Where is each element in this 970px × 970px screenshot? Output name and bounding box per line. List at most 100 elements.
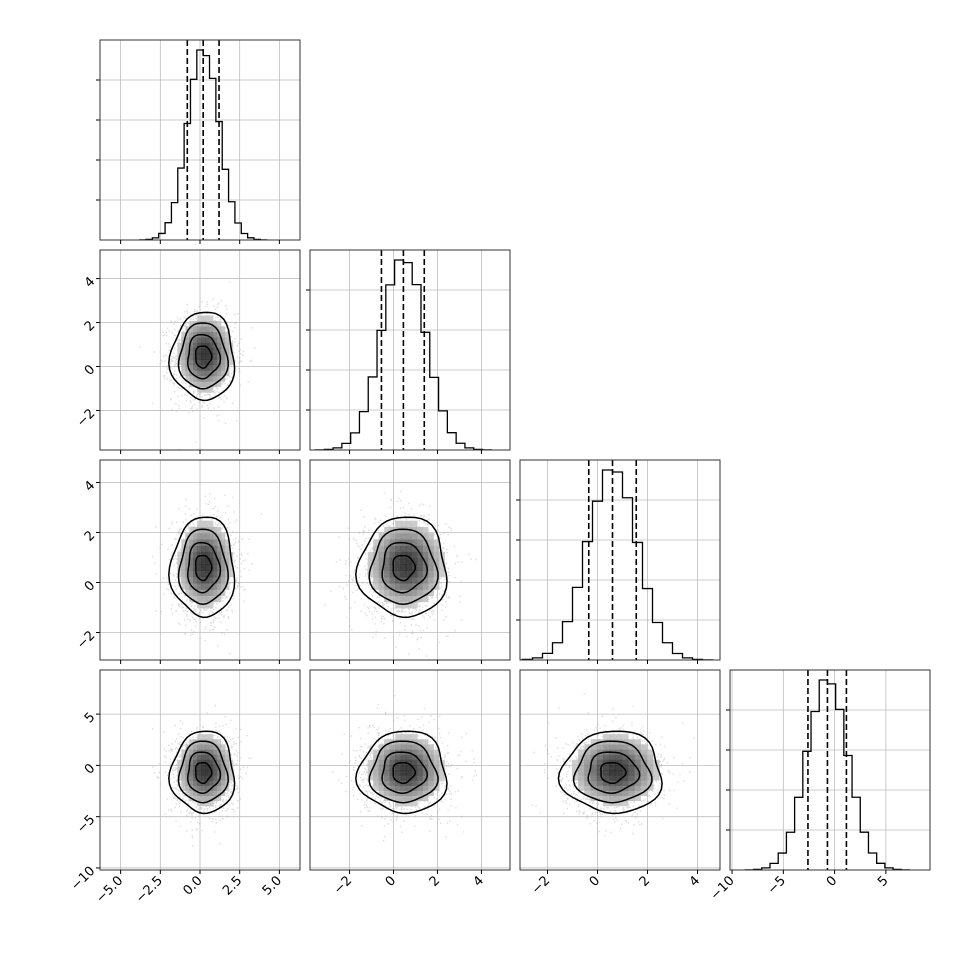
density-cell (422, 785, 429, 791)
contour-level (168, 730, 236, 815)
density-cell (189, 589, 194, 596)
density-cell (406, 539, 412, 546)
density-cell (185, 764, 190, 771)
density-cell (201, 800, 206, 807)
density-cell (197, 558, 202, 565)
x-tick-label: −5.0 (93, 873, 126, 906)
density-cell (578, 775, 585, 781)
density-cell (221, 558, 226, 565)
density-cell (201, 315, 206, 322)
density-cell (406, 564, 412, 571)
density-cell (433, 545, 440, 553)
density-cell (193, 337, 198, 344)
density-cell (185, 558, 190, 565)
density-cell (213, 533, 218, 540)
density-cell (201, 595, 206, 603)
density-cell (209, 558, 214, 565)
density-cell (205, 785, 210, 791)
density-cell (213, 370, 218, 377)
density-cell (411, 754, 418, 761)
density-cell (433, 558, 440, 565)
density-cell (406, 520, 412, 528)
density-cell (193, 570, 198, 578)
density-cell (189, 744, 194, 750)
density-cell (428, 558, 434, 565)
density-cell (225, 583, 230, 590)
density-cell (193, 795, 198, 802)
density-cell (417, 539, 423, 546)
density-cell (197, 754, 202, 761)
density-cell (201, 526, 206, 534)
density-cell (411, 545, 418, 553)
density-cell (201, 381, 206, 388)
density-cell (201, 775, 206, 781)
density-cell (384, 759, 390, 766)
density-cell (185, 331, 190, 338)
density-cell (596, 754, 604, 761)
scatter-panel-3-1 (310, 670, 510, 870)
density-cell (201, 370, 206, 377)
density-cell (193, 533, 198, 540)
density-cell (181, 583, 186, 590)
density-cell (367, 775, 374, 781)
density-cell (205, 754, 210, 761)
density-cell (615, 775, 623, 781)
density-cell (213, 780, 218, 786)
density-cell (367, 551, 374, 559)
density-cell (205, 326, 210, 333)
density-cell (217, 595, 222, 603)
density-cell (411, 533, 418, 540)
density-cell (411, 595, 418, 603)
density-cell (205, 583, 210, 590)
density-cell (378, 785, 385, 791)
density-cell (596, 749, 604, 755)
density-cell (205, 744, 210, 750)
density-cell (213, 576, 218, 584)
contour-level (368, 528, 439, 606)
density-cell (406, 583, 412, 590)
density-cell (411, 558, 418, 565)
density-cell (578, 770, 585, 776)
density-cell (205, 331, 210, 338)
density-cell (646, 764, 654, 771)
panel-frame (519, 669, 721, 871)
density-cell (640, 775, 648, 781)
panel-frame (309, 669, 511, 871)
density-cell (406, 759, 412, 766)
density-cell (201, 337, 206, 344)
density-cell (609, 744, 616, 750)
density-cell (628, 749, 635, 755)
density-cell (373, 545, 379, 553)
density-cell (400, 570, 407, 578)
density-cell (428, 790, 434, 796)
density-cell (221, 570, 226, 578)
density-cell (228, 353, 234, 360)
density-cell (209, 551, 214, 559)
density-cell (417, 754, 423, 761)
density-cell (209, 386, 214, 393)
density-cell (217, 775, 222, 781)
density-cell (205, 759, 210, 766)
density-cell (197, 780, 202, 786)
contour-level (168, 516, 236, 619)
density-cell (209, 539, 214, 546)
density-cell (417, 551, 423, 559)
density-cell (209, 359, 214, 366)
density-cell (189, 564, 194, 571)
density-cell (406, 795, 412, 802)
density-cell (373, 749, 379, 755)
density-cell (201, 764, 206, 771)
density-cell (373, 754, 379, 761)
density-cell (411, 526, 418, 534)
density-cell (189, 326, 194, 333)
density-cell (634, 759, 641, 766)
density-cell (584, 790, 591, 796)
density-cell (628, 785, 635, 791)
density-cell (201, 386, 206, 393)
density-cell (193, 583, 198, 590)
density-cell (189, 359, 194, 366)
density-cell (584, 785, 591, 791)
density-cell (209, 326, 214, 333)
density-cell (411, 551, 418, 559)
density-cell (428, 564, 434, 571)
